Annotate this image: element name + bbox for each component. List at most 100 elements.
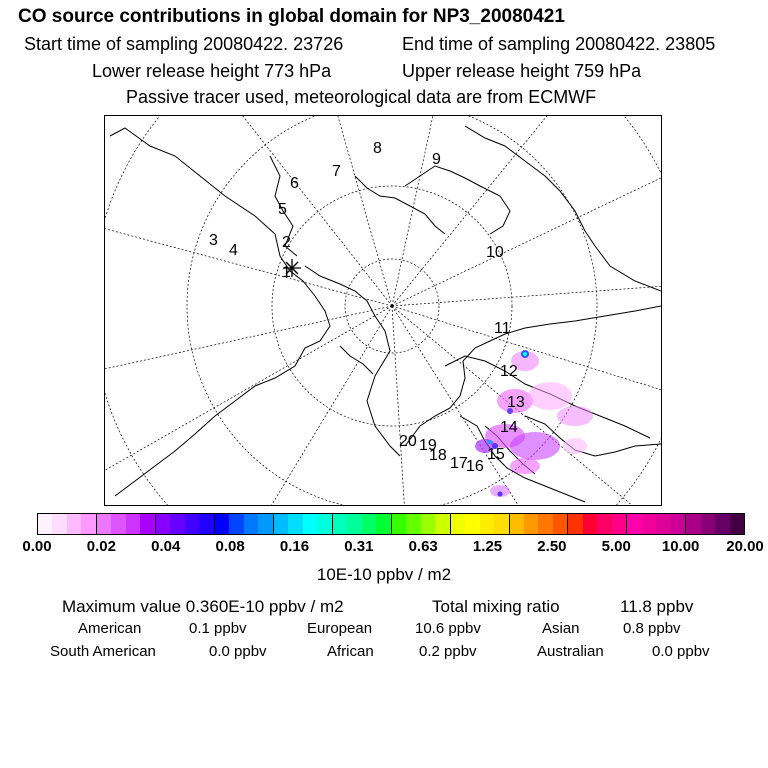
colorbar-swatch <box>155 514 171 534</box>
total-mixing-value: 11.8 ppbv <box>620 597 694 616</box>
colorbar-swatch <box>568 514 583 534</box>
colorbar-swatch <box>214 514 230 534</box>
colorbar-swatch <box>332 514 348 534</box>
region-name: European <box>307 620 373 637</box>
end-time-label: End time of sampling 20080422. 23805 <box>402 34 716 54</box>
region-name: Asian <box>542 620 580 637</box>
colorbar-swatch <box>391 514 407 534</box>
colorbar-tick-label: 0.16 <box>279 538 310 555</box>
colorbar-tick-label: 0.63 <box>408 538 438 555</box>
colorbar <box>37 513 745 535</box>
colorbar-tick-label: 0.02 <box>86 538 116 555</box>
colorbar-tick-label: 10.00 <box>661 538 700 555</box>
coastlines <box>109 125 661 503</box>
colorbar-swatch <box>686 514 701 534</box>
region-name: South American <box>50 643 156 660</box>
release-site-marker <box>283 259 301 277</box>
polar-map: 1 2 3 4 5 6 7 8 9 10 11 12 13 14 15 16 1… <box>105 116 661 505</box>
colorbar-swatch <box>656 514 671 534</box>
colorbar-units: 10E-10 ppbv / m2 <box>316 565 452 584</box>
colorbar-tick-label: 20.00 <box>726 538 764 555</box>
lower-release-label: Lower release height 773 hPa <box>92 61 332 81</box>
trajectory-label: 12 <box>500 363 518 380</box>
colorbar-swatch <box>243 514 259 534</box>
map-panel: 1 2 3 4 5 6 7 8 9 10 11 12 13 14 15 16 1… <box>104 115 662 506</box>
colorbar-swatch <box>700 514 716 534</box>
colorbar-swatch <box>81 514 97 534</box>
map-title: CO source contributions in global domain… <box>18 6 565 27</box>
colorbar-swatch <box>317 514 333 534</box>
region-name: American <box>78 620 142 637</box>
colorbar-swatch <box>38 514 53 534</box>
region-value: 0.2 ppbv <box>419 643 477 660</box>
colorbar-swatch <box>229 514 244 534</box>
colorbar-swatch <box>627 514 642 534</box>
trajectory-label: 3 <box>209 232 218 249</box>
start-time-label: Start time of sampling 20080422. 23726 <box>24 34 344 54</box>
colorbar-swatch <box>361 514 377 534</box>
colorbar-tick-label: 0.31 <box>344 538 374 555</box>
colorbar-swatch <box>435 514 451 534</box>
colorbar-swatch <box>715 514 730 534</box>
region-name: Australian <box>537 643 604 660</box>
colorbar-swatch <box>670 514 687 534</box>
upper-release-label: Upper release height 759 hPa <box>402 61 642 81</box>
colorbar-tick-label: 0.00 <box>22 538 52 555</box>
region-name: African <box>327 643 374 660</box>
tracer-plume <box>475 350 593 497</box>
trajectory-label: 13 <box>507 394 525 411</box>
colorbar-swatch <box>170 514 185 534</box>
colorbar-swatch <box>465 514 480 534</box>
maximum-value-label: Maximum value 0.360E-10 ppbv / m2 <box>62 597 344 616</box>
colorbar-swatch <box>199 514 215 534</box>
trajectory-label: 16 <box>466 458 484 475</box>
colorbar-swatch <box>509 514 524 534</box>
colorbar-tick-label: 5.00 <box>601 538 631 555</box>
colorbar-swatch <box>273 514 289 534</box>
colorbar-swatch <box>288 514 303 534</box>
colorbar-swatch <box>111 514 126 534</box>
trajectory-label: 1 <box>282 264 291 281</box>
colorbar-swatch <box>66 514 82 534</box>
trajectory-label: 14 <box>500 419 518 436</box>
trajectory-label: 6 <box>290 175 299 192</box>
colorbar-swatch <box>347 514 362 534</box>
region-value: 0.0 ppbv <box>209 643 267 660</box>
trajectory-label: 17 <box>450 455 468 472</box>
colorbar-swatch <box>611 514 628 534</box>
trajectory-labels: 1 2 3 4 5 6 7 8 9 10 11 12 13 14 15 16 1… <box>209 140 525 475</box>
colorbar-swatch <box>96 514 112 534</box>
colorbar-swatch <box>641 514 657 534</box>
colorbar-swatch <box>184 514 200 534</box>
colorbar-swatch <box>479 514 495 534</box>
colorbar-swatch <box>52 514 67 534</box>
region-value: 10.6 ppbv <box>415 620 481 637</box>
trajectory-label: 11 <box>494 320 511 337</box>
trajectory-label: 5 <box>278 201 287 218</box>
trajectory-label: 18 <box>429 447 447 464</box>
trajectory-label: 8 <box>373 140 382 157</box>
trajectory-label: 20 <box>399 433 417 450</box>
colorbar-swatch <box>258 514 274 534</box>
colorbar-swatch <box>729 514 745 534</box>
trajectory-label: 4 <box>229 242 238 259</box>
colorbar-swatch <box>140 514 156 534</box>
colorbar-swatch <box>582 514 598 534</box>
trajectory-label: 7 <box>332 163 341 180</box>
region-value: 0.0 ppbv <box>652 643 710 660</box>
colorbar-swatch <box>494 514 510 534</box>
colorbar-swatch <box>538 514 553 534</box>
colorbar-swatch <box>552 514 569 534</box>
colorbar-swatch <box>597 514 612 534</box>
colorbar-swatch <box>302 514 318 534</box>
colorbar-swatch <box>376 514 392 534</box>
colorbar-tick-label: 2.50 <box>537 538 567 555</box>
trajectory-label: 9 <box>432 151 441 168</box>
colorbar-swatch <box>420 514 436 534</box>
colorbar-tick-label: 0.04 <box>151 538 181 555</box>
trajectory-label: 19 <box>419 437 437 454</box>
trajectory-label: 2 <box>282 234 291 251</box>
colorbar-swatch <box>523 514 539 534</box>
colorbar-swatch <box>125 514 141 534</box>
colorbar-tick-label: 1.25 <box>472 538 503 555</box>
